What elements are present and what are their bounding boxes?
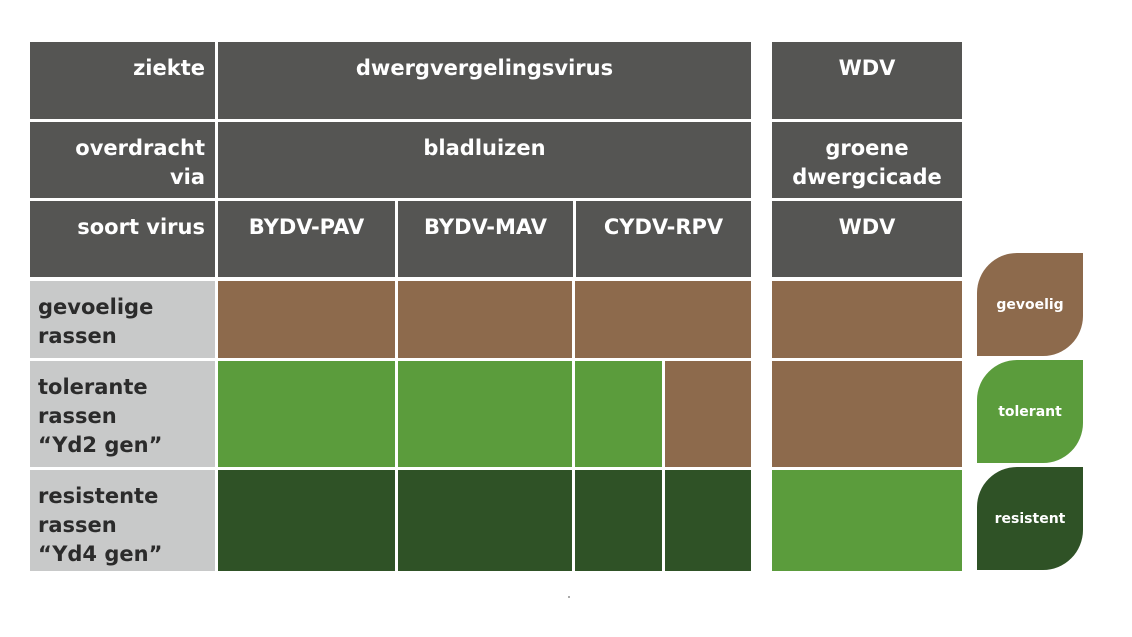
cell-gevoelige-bydv-pav — [218, 281, 395, 358]
row-label-gevoelige-rassen: gevoelige rassen — [30, 281, 215, 358]
cell-tolerante-cydv-rpv-a — [575, 361, 662, 467]
header-soort-virus: soort virus — [30, 201, 215, 277]
header-wdv-virus: WDV — [772, 201, 962, 277]
legend-leaf-gevoelig: gevoelig — [977, 253, 1083, 356]
cell-gevoelige-bydv-mav — [398, 281, 572, 358]
cell-resistente-wdv — [772, 470, 962, 571]
header-wdv-disease: WDV — [772, 42, 962, 119]
cell-tolerante-wdv — [772, 361, 962, 467]
cell-resistente-bydv-mav — [398, 470, 572, 571]
stray-dot — [568, 596, 570, 598]
header-ziekte: ziekte — [30, 42, 215, 119]
cell-resistente-cydv-rpv-b — [665, 470, 751, 571]
header-bydv-pav: BYDV-PAV — [218, 201, 395, 277]
cell-tolerante-bydv-mav — [398, 361, 572, 467]
cell-resistente-bydv-pav — [218, 470, 395, 571]
cell-tolerante-bydv-pav — [218, 361, 395, 467]
header-dwergvergelingsvirus: dwergvergelingsvirus — [218, 42, 751, 119]
cell-gevoelige-cydv-rpv — [575, 281, 751, 358]
legend-leaf-tolerant: tolerant — [977, 360, 1083, 463]
row-label-resistente-rassen: resistente rassen “Yd4 gen” — [30, 470, 215, 571]
row-label-tolerante-rassen: tolerante rassen “Yd2 gen” — [30, 361, 215, 467]
header-bladluizen: bladluizen — [218, 122, 751, 198]
cell-tolerante-cydv-rpv-b — [665, 361, 751, 467]
cell-resistente-cydv-rpv-a — [575, 470, 662, 571]
header-groene-dwergcicade: groene dwergcicade — [772, 122, 962, 198]
cell-gevoelige-wdv — [772, 281, 962, 358]
header-overdracht-via: overdracht via — [30, 122, 215, 198]
header-cydv-rpv: CYDV-RPV — [576, 201, 751, 277]
header-bydv-mav: BYDV-MAV — [398, 201, 573, 277]
legend-leaf-resistent: resistent — [977, 467, 1083, 570]
